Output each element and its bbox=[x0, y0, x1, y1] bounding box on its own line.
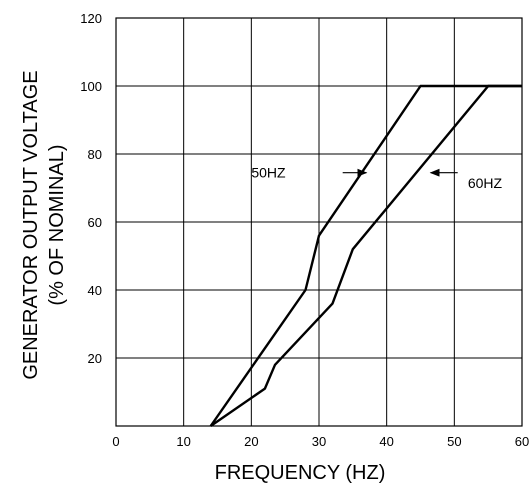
x-tick-label: 50 bbox=[447, 434, 461, 449]
y-tick-label: 40 bbox=[88, 283, 102, 298]
grid bbox=[116, 18, 522, 426]
annotation-label-50hz: 50HZ bbox=[251, 165, 286, 181]
x-axis-title: FREQUENCY (HZ) bbox=[215, 462, 386, 484]
y-tick-label: 60 bbox=[88, 215, 102, 230]
plot-frame bbox=[115, 17, 523, 427]
x-tick-label: 30 bbox=[312, 434, 326, 449]
y-tick-label: 120 bbox=[80, 11, 102, 26]
annotation-label-60hz: 60HZ bbox=[468, 175, 503, 191]
x-tick-label: 20 bbox=[244, 434, 258, 449]
x-tick-label: 60 bbox=[515, 434, 529, 449]
x-tick-label: 0 bbox=[112, 434, 119, 449]
y-axis-title-line1: GENERATOR OUTPUT VOLTAGE bbox=[20, 70, 42, 379]
y-tick-label: 20 bbox=[88, 351, 102, 366]
annotations: 50HZ 60HZ bbox=[251, 165, 502, 191]
tick-labels: 0 10 20 30 40 50 60 20 40 60 80 100 120 bbox=[80, 11, 529, 449]
series-line-60hz bbox=[210, 84, 522, 427]
y-tick-label: 80 bbox=[88, 147, 102, 162]
series-line-50hz bbox=[209, 84, 522, 427]
series-lines bbox=[209, 84, 522, 427]
y-axis-title-line2: (% OF NOMINAL) bbox=[46, 144, 68, 305]
y-tick-label: 100 bbox=[80, 79, 102, 94]
x-tick-label: 10 bbox=[176, 434, 190, 449]
x-tick-label: 40 bbox=[379, 434, 393, 449]
